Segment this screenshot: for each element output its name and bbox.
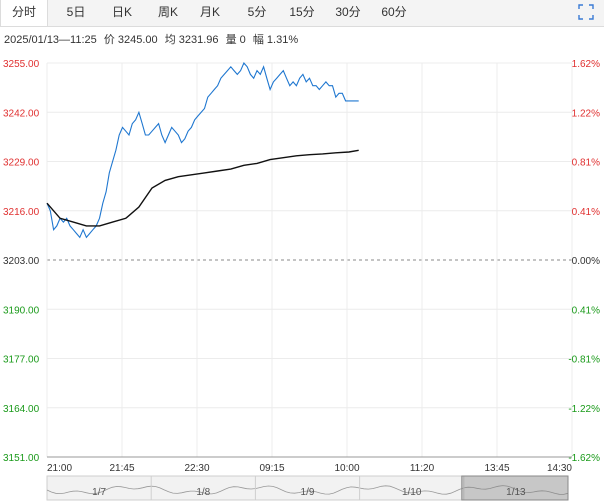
navigator-session-label: 1/7: [92, 487, 106, 498]
navigator-session-label: 1/9: [301, 487, 315, 498]
tab-60min[interactable]: 60分: [381, 5, 407, 19]
navigator-selection: [461, 475, 569, 501]
price-tick-label: 3164.00: [3, 404, 40, 415]
tab-5day[interactable]: 5日: [66, 5, 86, 19]
quote-average: 均 3231.96: [164, 34, 219, 46]
percent-tick-label: -0.81%: [568, 355, 600, 366]
base-label-bg: [0, 253, 46, 267]
price-tick-label: 3177.00: [3, 355, 40, 366]
navigator-session-label: 1/8: [196, 487, 210, 498]
percent-axis: 1.62% 1.22% 0.81% 0.41% 0.00% 0.41% -0.81% -1.2…: [568, 59, 600, 464]
percent-tick-label: 0.81%: [572, 158, 600, 169]
percent-tick-label: 0.41%: [572, 305, 600, 316]
price-tick-label: 3151.00: [3, 453, 40, 464]
tab-intraday[interactable]: 分时: [0, 0, 48, 26]
time-tick-label: 14:30: [547, 463, 572, 474]
price-tick-label: 3255.00: [3, 59, 40, 70]
time-tick-label: 21:45: [109, 463, 134, 474]
price-line: [46, 61, 359, 239]
percent-tick-label: -1.62%: [568, 453, 600, 464]
price-tick-label: 3190.00: [3, 305, 40, 316]
price-tick-label: 3216.00: [3, 207, 40, 218]
navigator-track: [46, 475, 569, 501]
time-tick-label: 22:30: [184, 463, 209, 474]
average-line: [46, 149, 359, 227]
tab-15min[interactable]: 15分: [289, 5, 315, 19]
percent-tick-label: 1.22%: [572, 108, 600, 119]
time-tick-label: 13:45: [484, 463, 509, 474]
percent-tick-label: -1.22%: [568, 404, 600, 415]
percent-tick-label: 0.00%: [572, 256, 600, 267]
tab-monthly-k[interactable]: 月K: [199, 5, 220, 19]
period-tabs: 分时 5日 日K 周K 月K 5分 15分 30分 60分: [0, 0, 604, 27]
price-tick-label: 3203.00: [3, 256, 40, 267]
tab-30min[interactable]: 30分: [335, 5, 361, 19]
navigator-session-label: 1/13: [506, 487, 526, 498]
time-tick-label: 10:00: [334, 463, 359, 474]
time-tick-label: 21:00: [47, 463, 72, 474]
tab-daily-k[interactable]: 日K: [111, 5, 132, 19]
price-axis: 3255.00 3242.00 3229.00 3216.00 3203.00 3190.…: [0, 59, 46, 464]
fullscreen-icon[interactable]: [578, 4, 594, 20]
navigator-session-label: 1/10: [402, 487, 422, 498]
percent-tick-label: 0.41%: [572, 207, 600, 218]
navigator-sparkline: [46, 485, 569, 495]
quote-change: 幅 1.31%: [252, 34, 299, 46]
time-axis: 21:00 21:45 22:30 09:15 10:00 11:20 13:45 14:30: [47, 456, 572, 474]
tab-5min[interactable]: 5分: [247, 5, 267, 19]
chart-lines: [46, 61, 359, 239]
price-tick-label: 3229.00: [3, 158, 40, 169]
percent-tick-label: 1.62%: [572, 59, 600, 70]
price-tick-label: 3242.00: [3, 108, 40, 119]
time-tick-label: 11:20: [410, 463, 435, 474]
quote-volume: 量 0: [225, 34, 246, 46]
range-navigator: 1/7 1/8 1/9 1/10 1/13: [46, 475, 569, 501]
quote-price: 价 3245.00: [103, 34, 158, 46]
chart-grid: [46, 62, 573, 458]
time-tick-label: 09:15: [259, 463, 284, 474]
quote-info-bar: 2025/01/13—11:25 价 3245.00 均 3231.96 量 0…: [4, 31, 302, 47]
tab-weekly-k[interactable]: 周K: [157, 5, 178, 19]
quote-datetime: 2025/01/13—11:25: [4, 34, 97, 46]
